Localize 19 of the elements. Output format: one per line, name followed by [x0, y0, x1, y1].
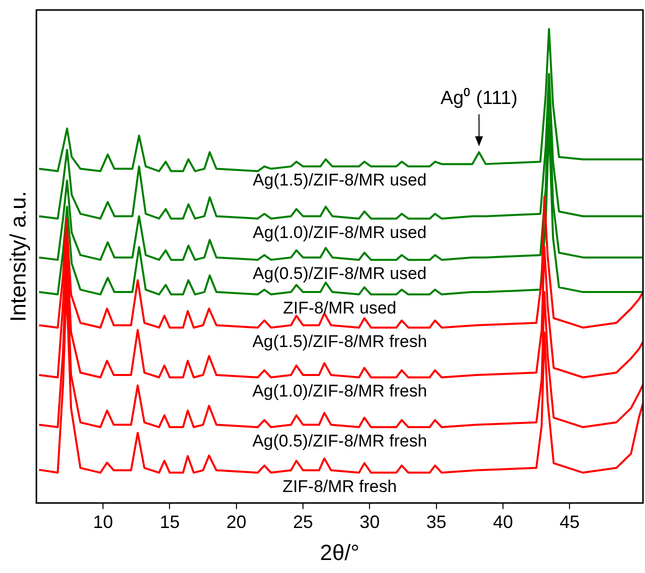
series-label: Ag(0.5)/ZIF-8/MR used: [252, 264, 427, 284]
x-tick-label: 40: [493, 512, 514, 532]
series-label: ZIF-8/MR used: [283, 298, 396, 318]
series-label: Ag(1.0)/ZIF-8/MR used: [252, 222, 427, 242]
x-tick-label: 25: [293, 512, 314, 532]
x-tick-label: 30: [360, 512, 380, 532]
series-label: Ag(0.5)/ZIF-8/MR fresh: [252, 431, 428, 450]
x-tick-label: 15: [160, 512, 180, 532]
x-tick-label: 10: [93, 512, 114, 532]
y-axis-title: Intensity/ a.u.: [5, 191, 30, 322]
x-tick-label: 35: [426, 512, 446, 532]
series-label: ZIF-8/MR fresh: [282, 476, 397, 496]
series-label: Ag(1.0)/ZIF-8/MR fresh: [252, 382, 428, 401]
series-label: Ag(1.5)/ZIF-8/MR used: [252, 170, 427, 190]
x-tick-label: 20: [226, 512, 246, 532]
x-axis-title: 2θ/°: [320, 540, 360, 565]
series-label: Ag(1.5)/ZIF-8/MR fresh: [252, 332, 428, 351]
x-tick-label: 45: [560, 512, 580, 532]
annotation: Ag⁰ (111): [440, 86, 518, 109]
